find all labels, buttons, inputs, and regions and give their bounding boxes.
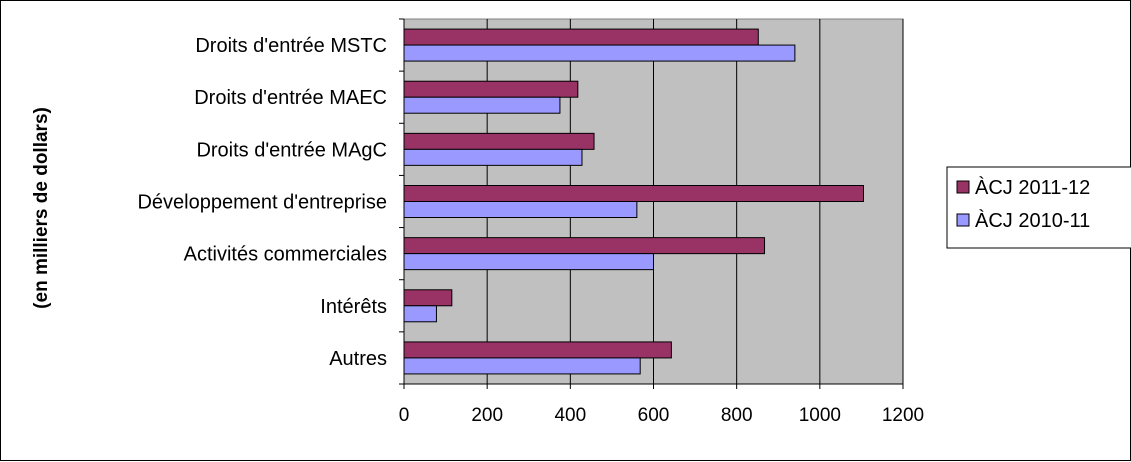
y-axis-title: (en milliers de dollars) [31,107,52,309]
bar [403,305,437,323]
bar [403,289,453,307]
category-label: Intérêts [320,296,387,318]
bar [403,185,864,202]
axes: 0 200 400 600 800 1000 1200 [399,18,924,426]
bar [403,28,759,46]
x-tick-label: 800 [721,405,753,426]
bar [403,132,595,150]
bar [403,96,561,114]
bar [403,253,654,271]
category-label: Droits d'entrée MSTC [195,35,387,57]
category-label: Autres [329,348,387,370]
category-label: Activités commerciales [184,244,387,266]
bar [403,357,641,375]
bar [403,237,766,255]
bar [403,44,796,62]
legend-label: ÀCJ 2010-11 [975,209,1090,232]
legend-label: ÀCJ 2011-12 [975,176,1090,199]
legend-box [946,166,1131,249]
legend-swatch [956,180,970,194]
category-label: Droits d'entrée MAEC [194,87,387,109]
x-tick-label: 200 [471,405,503,426]
bar [403,341,672,359]
x-tick-label: 400 [554,405,586,426]
bar [403,80,579,98]
bar [403,148,583,166]
category-labels: Droits d'entrée MSTC Droits d'entrée MAEC… [137,35,387,370]
x-tick-label: 0 [399,405,410,426]
bar [403,201,638,218]
category-label: Droits d'entrée MAgC [196,139,387,161]
bars [403,28,864,375]
x-tick-label: 1200 [882,405,924,426]
category-label: Développement d'entreprise [137,192,387,214]
x-tick-label: 600 [638,405,670,426]
x-tick-label: 1000 [799,405,841,426]
legend: ÀCJ 2011-12 ÀCJ 2010-11 [946,166,1131,249]
legend-swatch [956,213,970,227]
